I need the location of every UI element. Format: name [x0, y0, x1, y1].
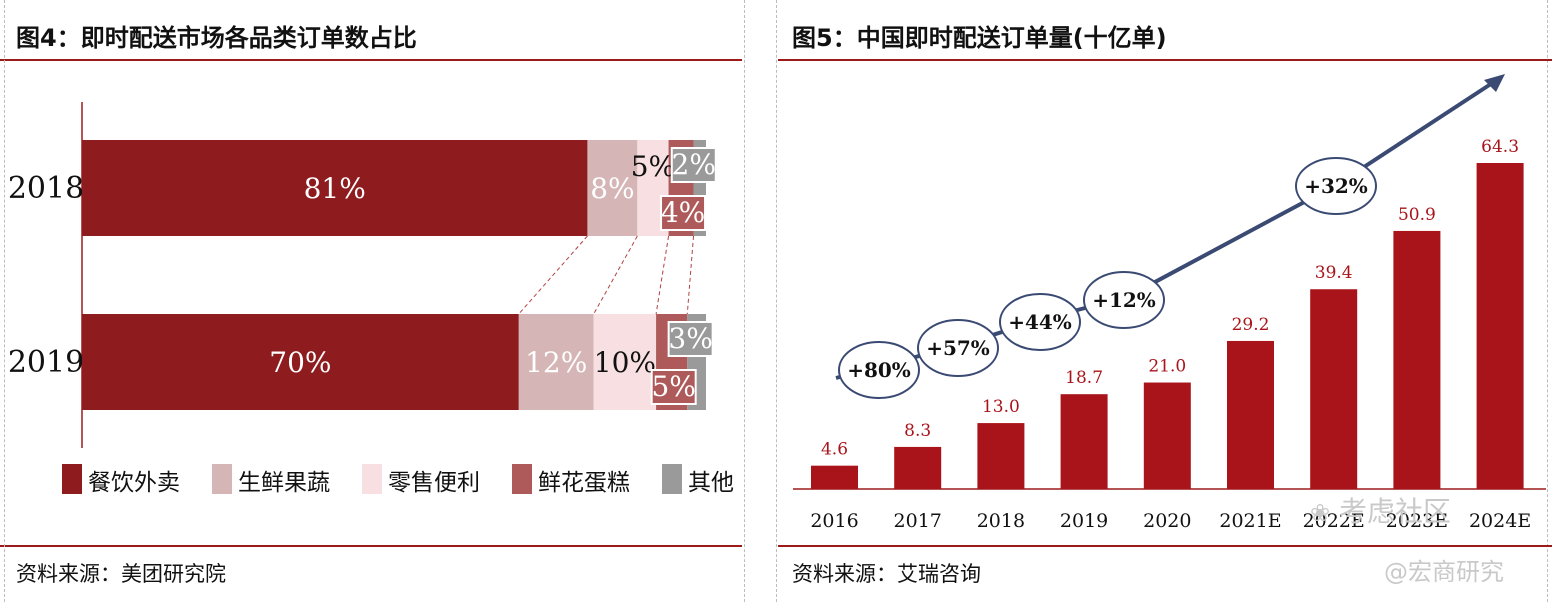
data-label-2018-1: 81% [304, 172, 366, 205]
category-label-2019: 2019 [8, 345, 84, 380]
bar-segment-2019-2 [518, 314, 594, 410]
order-volume-bar-chart: 4.6 2016 8.3 2017 13.0 2018 18.7 2019 21.0 2020 29… [793, 74, 1546, 532]
value-label-2022E: 39.4 [1315, 263, 1353, 283]
growth-bubble-2 [917, 319, 999, 377]
bar-2022E [1310, 289, 1358, 489]
legend-swatch-2 [212, 464, 232, 494]
growth-label-1: +80% [847, 358, 911, 382]
right-figure-title: 图5：中国即时配送订单量(十亿单) [792, 24, 1167, 52]
growth-arrowhead [1484, 74, 1505, 92]
bar-2016 [811, 465, 858, 489]
site-watermark: ❀ 考虑社区 [1310, 490, 1451, 530]
value-label-2018: 13.0 [982, 397, 1020, 417]
growth-bubble-3 [999, 293, 1081, 351]
data-label-2018-5: 2% [672, 148, 716, 181]
right-source-note: 资料来源：艾瑞咨询 [792, 562, 981, 586]
data-label-2019-2: 12% [525, 346, 587, 379]
value-label-2023E: 50.9 [1398, 205, 1436, 225]
bar-2019 [1060, 394, 1108, 489]
left-source-note: 资料来源：美团研究院 [16, 562, 226, 586]
left-figure-panel: 图4：即时配送市场各品类订单数占比 2018 2019 81% 8% 5% 4% 2% 70%… [0, 0, 742, 602]
segment-connector-2 [593, 235, 638, 315]
data-label-2019-5: 3% [668, 322, 712, 355]
right-figure-panel: 图5：中国即时配送订单量(十亿单) 4.6 2016 8.3 2017 13.0 2018… [778, 0, 1552, 602]
bar-2018 [977, 423, 1025, 489]
value-label-2016: 4.6 [821, 440, 848, 460]
data-label-2018-5-box [670, 147, 717, 183]
bar-segment-2019-3 [593, 314, 657, 410]
panel-divider-left [744, 0, 745, 602]
growth-label-2: +57% [926, 336, 990, 360]
tick-label-2018: 2018 [977, 510, 1025, 532]
tick-label-2016: 2016 [810, 510, 858, 532]
right-source-rule [778, 545, 1552, 547]
data-label-2019-3: 10% [594, 346, 656, 379]
data-label-2018-4: 4% [661, 196, 705, 229]
growth-bubble-1 [838, 341, 920, 399]
data-label-2018-3: 5% [631, 150, 675, 183]
legend-swatch-5 [662, 464, 682, 494]
left-title-rule [0, 59, 742, 61]
bar-2023E [1393, 230, 1441, 489]
segment-connector-1 [518, 235, 588, 315]
legend-label-3: 零售便利 [388, 470, 480, 496]
value-label-2021E: 29.2 [1232, 315, 1270, 335]
legend-label-2: 生鲜果蔬 [238, 470, 330, 496]
bar-2020 [1143, 382, 1191, 489]
bar-segment-2018-1 [82, 140, 588, 236]
legend-swatch-3 [362, 464, 382, 494]
data-label-2018-4-box [660, 195, 707, 231]
bar-2017 [894, 446, 942, 489]
value-label-2020: 21.0 [1148, 357, 1186, 377]
segment-connector-4 [686, 235, 695, 315]
tick-label-2020: 2020 [1143, 510, 1191, 532]
legend-swatch-1 [62, 464, 82, 494]
paw-icon: ❀ [1310, 499, 1331, 527]
site-watermark-text: 考虑社区 [1339, 495, 1452, 528]
bar-segment-2019-1 [82, 314, 519, 410]
data-label-2019-1: 70% [269, 346, 331, 379]
legend-label-5: 其他 [688, 470, 734, 496]
value-label-2024E: 64.3 [1481, 137, 1519, 157]
data-label-2019-5-box [667, 321, 714, 357]
data-label-2018-2: 8% [590, 172, 634, 205]
panel-divider-right [776, 0, 777, 602]
growth-label-5: +32% [1304, 174, 1368, 198]
legend-swatch-4 [512, 464, 532, 494]
growth-bubble-5 [1295, 157, 1377, 215]
account-watermark: @宏商研究 [1384, 558, 1504, 586]
data-label-2019-4: 5% [651, 370, 695, 403]
bar-segment-2018-2 [587, 140, 638, 236]
bar-2021E [1227, 340, 1274, 489]
value-label-2019: 18.7 [1065, 368, 1103, 388]
growth-label-4: +12% [1092, 288, 1156, 312]
tick-label-2023E: 2023E [1386, 510, 1448, 532]
bar-2024E [1476, 163, 1524, 489]
segment-connector-3 [655, 235, 670, 315]
data-label-2019-4-box [650, 369, 697, 405]
tick-label-2017: 2017 [894, 510, 942, 532]
right-border [1547, 0, 1548, 602]
left-source-rule [0, 545, 742, 547]
left-border [4, 0, 5, 602]
legend-label-4: 鲜花蛋糕 [538, 470, 630, 496]
legend-label-1: 餐饮外卖 [88, 470, 180, 496]
growth-label-3: +44% [1008, 310, 1072, 334]
tick-label-2022E: 2022E [1303, 510, 1365, 532]
tick-label-2019: 2019 [1060, 510, 1108, 532]
value-label-2017: 8.3 [904, 421, 931, 441]
growth-bubble-4 [1083, 271, 1165, 329]
tick-label-2024E: 2024E [1469, 510, 1531, 532]
tick-label-2021E: 2021E [1219, 510, 1281, 532]
right-title-rule [778, 59, 1552, 61]
left-figure-title: 图4：即时配送市场各品类订单数占比 [16, 24, 417, 52]
category-label-2018: 2018 [8, 171, 84, 206]
